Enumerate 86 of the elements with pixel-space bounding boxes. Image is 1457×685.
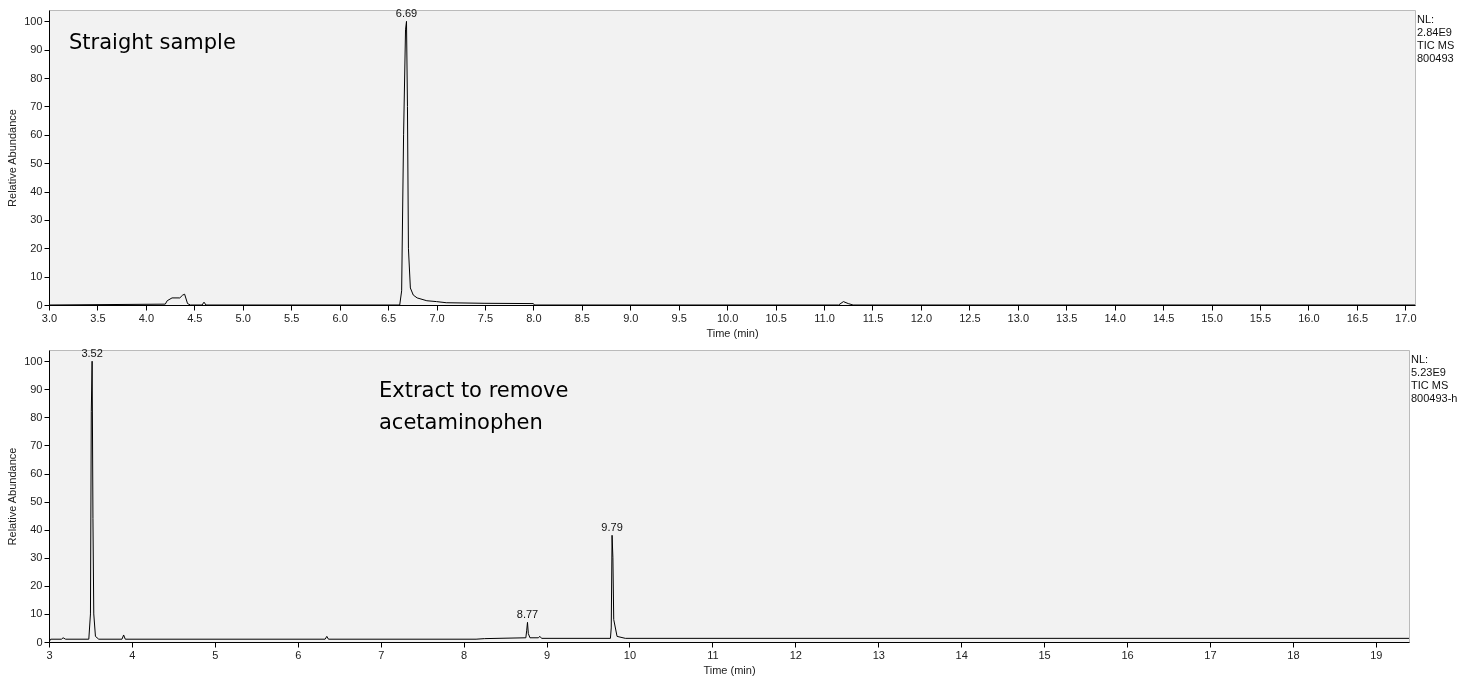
x-tick-label: 4.5	[187, 311, 203, 324]
annotation: 9.79	[601, 521, 623, 534]
x-tick-label: 13.0	[1007, 311, 1030, 324]
x-tick-label: 11.5	[862, 311, 884, 324]
x-tick-label: 4	[129, 648, 136, 661]
y-tick-label: 90	[30, 382, 43, 395]
y-tick-label: 70	[30, 438, 43, 451]
y-tick-label: 70	[30, 99, 43, 112]
y-tick-label: 30	[30, 551, 43, 564]
text: NL:	[1417, 13, 1435, 25]
y-tick-label: 100	[24, 354, 43, 367]
x-tick-label: 16.5	[1346, 311, 1369, 324]
x-tick-label: 15	[1038, 648, 1051, 661]
y-tick-label: 20	[30, 579, 43, 592]
x-tick-label: 7	[378, 648, 385, 661]
y-tick-label: 0	[36, 298, 43, 311]
x-tick-label: 6	[295, 648, 302, 661]
y-tick-label: 60	[30, 467, 43, 480]
y-tick-label: 30	[30, 213, 43, 226]
x-tick-label: 17.0	[1395, 311, 1417, 324]
x-tick-label: 15.0	[1201, 311, 1223, 324]
y-tick-label: 80	[30, 410, 43, 423]
x-tick-label: 19	[1370, 648, 1383, 661]
annotation: 6.69	[395, 7, 418, 20]
y-tick-label: 50	[30, 495, 43, 508]
x-tick-label: 11	[707, 648, 719, 661]
x-tick-label: 9.0	[623, 311, 639, 324]
y-tick-label: 50	[30, 156, 43, 169]
x-tick-label: 8.0	[526, 311, 542, 324]
x-tick-label: 12.5	[959, 311, 981, 324]
x-tick-label: 4.0	[138, 311, 155, 324]
y-tick-label: 60	[30, 128, 43, 141]
x-tick-label: 14.5	[1152, 311, 1175, 324]
x-tick-label: 7.5	[477, 311, 494, 324]
text: 800493	[1417, 52, 1454, 64]
text: TIC MS	[1417, 39, 1455, 51]
x-tick-label: 8.5	[574, 311, 590, 324]
x-tick-label: 6.0	[332, 311, 348, 324]
x-tick-label: 15.5	[1249, 311, 1272, 324]
text: 2.84E9	[1417, 26, 1452, 38]
x-tick-label: 16	[1121, 648, 1134, 661]
x-tick-label: 12.0	[910, 311, 933, 324]
annotation: Extract to remove acetaminophen	[379, 378, 569, 434]
x-tick-label: 10.0	[716, 311, 739, 324]
x-axis-title: Time (min)	[706, 326, 759, 339]
y-tick-label: 10	[30, 607, 43, 620]
y-tick-label: 10	[30, 270, 43, 283]
x-tick-label: 5.5	[284, 311, 300, 324]
annotation: 8.77	[516, 608, 539, 621]
x-tick-label: 7.0	[429, 311, 445, 324]
annotation: 3.52	[81, 347, 103, 360]
x-tick-label: 3.5	[90, 311, 106, 324]
y-tick-label: 100	[24, 14, 43, 27]
y-tick-label: 20	[30, 241, 43, 254]
y-axis-title: Relative Abundance	[6, 109, 19, 207]
x-tick-label: 12	[789, 648, 802, 661]
x-tick-label: 18	[1287, 648, 1300, 661]
x-tick-label: 9.5	[671, 311, 687, 324]
x-tick-label: 13	[872, 648, 885, 661]
x-tick-label: 17	[1204, 648, 1217, 661]
y-tick-label: 90	[30, 43, 43, 56]
x-tick-label: 13.5	[1056, 311, 1078, 324]
y-axis-title: Relative Abundance	[6, 447, 19, 546]
y-tick-label: 0	[36, 635, 43, 648]
x-tick-label: 8	[461, 648, 468, 661]
text: NL:	[1411, 353, 1429, 365]
x-tick-label: 5	[212, 648, 219, 661]
x-tick-label: 9	[544, 648, 551, 661]
x-tick-label: 3	[46, 648, 53, 661]
text: 800493-h	[1411, 392, 1457, 404]
x-tick-label: 14.0	[1104, 311, 1126, 324]
text: TIC MS	[1411, 379, 1449, 391]
y-tick-label: 40	[30, 185, 43, 198]
x-tick-label: 16.0	[1298, 311, 1320, 324]
x-tick-label: 10.5	[765, 311, 787, 324]
x-tick-label: 11.0	[814, 311, 835, 324]
y-tick-label: 40	[30, 523, 43, 536]
annotation: Straight sample	[69, 30, 236, 54]
x-tick-label: 6.5	[380, 311, 397, 324]
x-tick-label: 3.0	[41, 311, 58, 324]
x-axis-title: Time (min)	[703, 663, 756, 676]
x-tick-label: 10	[623, 648, 637, 661]
text: 5.23E9	[1411, 366, 1446, 378]
y-tick-label: 80	[30, 71, 43, 84]
x-tick-label: 14	[955, 648, 968, 661]
x-tick-label: 5.0	[235, 311, 251, 324]
